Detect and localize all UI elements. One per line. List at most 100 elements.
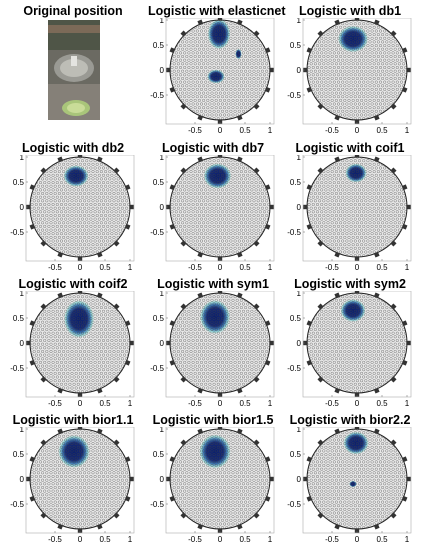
panel-original-position: Original position xyxy=(8,4,138,140)
panel-title: Logistic with bior1.1 xyxy=(12,413,134,427)
electrode-marker xyxy=(306,86,313,93)
mesh-plot: -0.5 0 0.5 1 1 0.5 0 -0.5 xyxy=(150,427,275,544)
x-tick-label: 1 xyxy=(405,263,410,272)
mesh-plot: -0.5 0 0.5 1 1 0.5 0 -0.5 xyxy=(150,155,275,272)
electrode-marker xyxy=(129,204,134,210)
electrode-marker xyxy=(306,223,313,230)
x-tick-label: -0.5 xyxy=(48,399,62,408)
panel-title: Logistic with sym2 xyxy=(294,277,406,291)
electrode-marker xyxy=(197,387,204,394)
electrode-marker xyxy=(373,19,380,26)
electrode-marker xyxy=(303,340,308,346)
electrode-marker xyxy=(373,114,380,121)
y-tick-label: 0 xyxy=(297,339,302,348)
electrode-marker xyxy=(264,495,271,502)
electrode-marker xyxy=(306,456,313,463)
panel-title: Logistic with db7 xyxy=(161,141,265,155)
x-tick-label: 0.5 xyxy=(99,535,111,544)
electrode-marker xyxy=(124,495,131,502)
electrode-marker xyxy=(77,155,83,158)
electrode-marker xyxy=(197,428,204,435)
x-tick-label: 0 xyxy=(355,399,360,408)
electrode-marker xyxy=(96,523,103,530)
x-tick-label: 1 xyxy=(268,263,273,272)
x-tick-label: 1 xyxy=(128,535,133,544)
electrode-marker xyxy=(96,292,103,299)
electrode-marker xyxy=(166,204,171,210)
x-tick-label: 0.5 xyxy=(239,126,251,135)
y-tick-label: 0.5 xyxy=(153,178,165,187)
electrode-marker xyxy=(124,320,131,327)
electrode-marker xyxy=(169,184,176,191)
x-tick-label: 0 xyxy=(218,535,223,544)
y-tick-label: 0.5 xyxy=(153,41,165,50)
electrode-marker xyxy=(264,320,271,327)
x-tick-label: 0 xyxy=(355,126,360,135)
electrode-marker xyxy=(217,18,223,21)
y-tick-label: -0.5 xyxy=(150,500,164,509)
y-tick-label: 0.5 xyxy=(13,450,25,459)
y-tick-label: -0.5 xyxy=(287,364,301,373)
electrode-marker xyxy=(197,19,204,26)
electrode-marker xyxy=(29,320,36,327)
electrode-marker xyxy=(306,495,313,502)
electrode-marker xyxy=(334,19,341,26)
x-tick-label: -0.5 xyxy=(188,399,202,408)
electrode-marker xyxy=(124,456,131,463)
x-tick-label: 1 xyxy=(268,126,273,135)
y-tick-label: 0.5 xyxy=(13,178,25,187)
electrode-marker xyxy=(29,359,36,366)
panel-7: Logistic with sym1 -0.5 0 0.5 1 1 0.5 0 -0.5 xyxy=(148,277,278,413)
electrode-marker xyxy=(77,528,83,533)
activation-region xyxy=(58,435,90,468)
electrode-marker xyxy=(334,428,341,435)
electrode-marker xyxy=(236,292,243,299)
electrode-marker xyxy=(406,67,411,73)
x-tick-label: 1 xyxy=(128,399,133,408)
electrode-marker xyxy=(166,476,171,482)
electrode-marker xyxy=(217,119,223,124)
electrode-marker xyxy=(77,291,83,294)
y-tick-label: -0.5 xyxy=(150,364,164,373)
electrode-marker xyxy=(306,184,313,191)
panel-6: Logistic with coif2 -0.5 0 0.5 1 1 0.5 0 -0.5 xyxy=(8,277,138,413)
y-tick-label: 0 xyxy=(20,203,25,212)
electrode-marker xyxy=(264,47,271,54)
electrode-marker xyxy=(269,476,274,482)
electrode-marker xyxy=(124,184,131,191)
electrode-marker xyxy=(401,320,408,327)
y-tick-label: 0 xyxy=(160,339,165,348)
electrode-marker xyxy=(124,359,131,366)
x-tick-label: -0.5 xyxy=(325,535,339,544)
x-tick-label: 0.5 xyxy=(239,263,251,272)
electrode-marker xyxy=(57,387,64,394)
y-tick-label: 1 xyxy=(297,18,302,25)
y-tick-label: 1 xyxy=(160,18,165,25)
y-tick-label: 0.5 xyxy=(153,314,165,323)
x-tick-label: -0.5 xyxy=(325,399,339,408)
activation-region xyxy=(200,300,230,334)
x-tick-label: 0 xyxy=(218,263,223,272)
x-tick-label: 0.5 xyxy=(376,535,388,544)
x-tick-label: 0 xyxy=(78,399,83,408)
y-tick-label: 0 xyxy=(160,475,165,484)
electrode-marker xyxy=(373,156,380,163)
electrode-marker xyxy=(334,156,341,163)
electrode-marker xyxy=(26,476,31,482)
electrode-marker xyxy=(77,256,83,261)
panel-title: Logistic with elasticnet xyxy=(148,4,286,18)
electrode-marker xyxy=(334,292,341,299)
panel-title: Logistic with bior1.5 xyxy=(152,413,274,427)
electrode-marker xyxy=(57,251,64,258)
panel-title: Logistic with coif1 xyxy=(295,141,405,155)
electrode-marker xyxy=(197,523,204,530)
activation-region xyxy=(63,165,89,187)
x-tick-label: 1 xyxy=(405,126,410,135)
electrode-marker xyxy=(96,428,103,435)
electrode-marker xyxy=(166,67,171,73)
panel-title: Logistic with db2 xyxy=(21,141,125,155)
x-tick-label: 1 xyxy=(268,399,273,408)
x-tick-label: 0.5 xyxy=(376,263,388,272)
electrode-marker xyxy=(373,523,380,530)
electrode-marker xyxy=(197,156,204,163)
